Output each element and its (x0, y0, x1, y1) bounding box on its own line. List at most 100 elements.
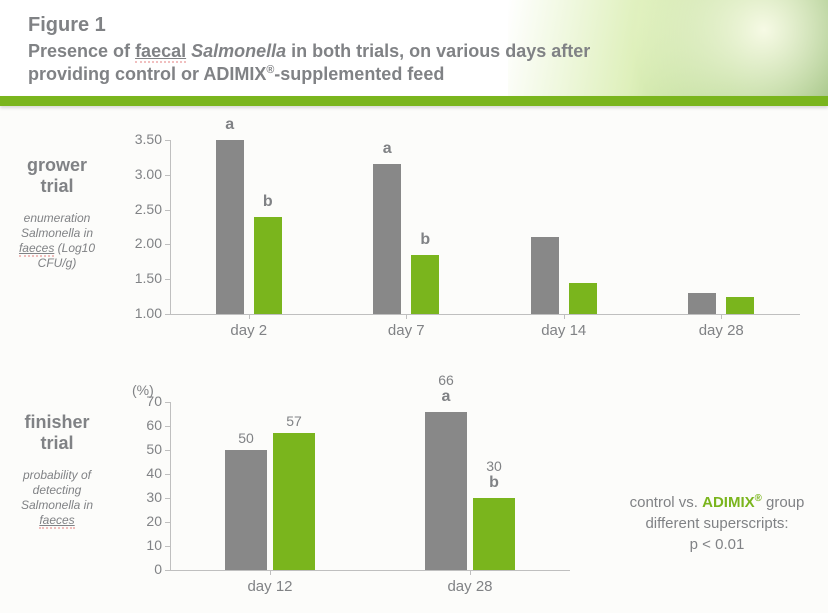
finisher-sub-l4: faeces (39, 513, 74, 529)
grower-sub-l5: CFU/g) (38, 256, 77, 270)
y-tick (165, 244, 170, 245)
y-tick (165, 522, 170, 523)
finisher-sub-l3: Salmonella in (21, 498, 93, 512)
value-label-control: 66 (431, 372, 461, 388)
grower-sub-l4: (Log10 (54, 241, 95, 255)
y-axis (170, 140, 171, 314)
category-label: day 28 (681, 322, 761, 339)
y-tick (165, 402, 170, 403)
value-label-adimix: 57 (279, 413, 309, 429)
bar-adimix (569, 283, 597, 314)
legend-line2: different superscripts: (612, 513, 822, 534)
y-tick-label: 1.00 (126, 305, 162, 321)
bar-adimix (411, 255, 439, 314)
y-tick-label: 0 (126, 561, 162, 577)
title-seg: in both trials, on various days after (286, 41, 590, 61)
bar-adimix (254, 217, 282, 314)
y-tick (165, 426, 170, 427)
category-label: day 7 (366, 322, 446, 339)
grower-sub-l2: Salmonella in (21, 226, 93, 240)
title-seg: -supplemented feed (274, 64, 444, 84)
grower-title-l2: trial (8, 176, 106, 197)
y-tick (165, 314, 170, 315)
bar-control (225, 450, 267, 570)
y-tick (165, 140, 170, 141)
grower-sub-l3: faeces (19, 241, 54, 257)
title-seg: providing control or ADIMIX (28, 64, 266, 84)
sup-control: a (220, 116, 240, 134)
y-tick-label: 1.50 (126, 270, 162, 286)
category-label: day 28 (430, 578, 510, 595)
header-strip (0, 96, 828, 106)
value-label-adimix: 30 (479, 458, 509, 474)
y-tick-label: 40 (126, 465, 162, 481)
finisher-side-label: finisher trial probability of detecting … (8, 412, 106, 528)
sup-adimix: b (415, 231, 435, 249)
grower-side-label: grower trial enumeration Salmonella in f… (8, 155, 106, 271)
finisher-title-l2: trial (8, 433, 106, 454)
finisher-sub-l1: probability of (23, 468, 91, 482)
bar-adimix (726, 297, 754, 314)
bar-adimix (273, 433, 315, 570)
bar-control (688, 293, 716, 314)
figure-label: Figure 1 (28, 14, 106, 37)
finisher-chart: 0102030405060705057ab6630 (170, 402, 570, 570)
title-seg: Presence of (28, 41, 135, 61)
y-tick (165, 570, 170, 571)
y-tick (165, 546, 170, 547)
value-label-control: 50 (231, 430, 261, 446)
x-tick (470, 570, 471, 575)
bar-control (373, 164, 401, 314)
y-tick-label: 2.50 (126, 201, 162, 217)
category-label: day 12 (230, 578, 310, 595)
x-axis (170, 570, 570, 571)
title-faecal: faecal (135, 41, 186, 63)
sup-adimix: b (484, 474, 504, 492)
grower-chart: 1.001.502.002.503.003.50abab (170, 140, 800, 314)
y-tick (165, 210, 170, 211)
grower-title-l1: grower (8, 155, 106, 176)
y-tick-label: 30 (126, 489, 162, 505)
y-tick-label: 50 (126, 441, 162, 457)
legend-adimix: ADIMIX® (702, 494, 762, 511)
y-tick-label: 20 (126, 513, 162, 529)
finisher-sub: probability of detecting Salmonella in f… (8, 468, 106, 528)
finisher-sub-l2: detecting (33, 483, 82, 497)
y-tick (165, 279, 170, 280)
title-salmonella: Salmonella (191, 41, 286, 61)
x-tick (270, 570, 271, 575)
y-tick-label: 2.00 (126, 235, 162, 251)
y-tick (165, 175, 170, 176)
sup-adimix: b (258, 193, 278, 211)
y-tick-label: 3.00 (126, 166, 162, 182)
grower-sub: enumeration Salmonella in faeces (Log10 … (8, 211, 106, 271)
y-tick (165, 498, 170, 499)
x-tick (249, 314, 250, 319)
legend-line3: p < 0.01 (612, 534, 822, 555)
category-label: day 2 (209, 322, 289, 339)
legend-line1: control vs. ADIMIX® group (612, 492, 822, 513)
grower-sub-l1: enumeration (24, 211, 91, 225)
bar-control (531, 237, 559, 314)
x-tick (406, 314, 407, 319)
finisher-title-l1: finisher (8, 412, 106, 433)
bar-control (425, 412, 467, 570)
category-label: day 14 (524, 322, 604, 339)
figure-title: Presence of faecal Salmonella in both tr… (28, 40, 648, 85)
figure-header: Figure 1 Presence of faecal Salmonella i… (0, 0, 828, 100)
y-tick-label: 70 (126, 393, 162, 409)
sup-control: a (377, 140, 397, 158)
y-tick-label: 10 (126, 537, 162, 553)
legend-adimix-text: ADIMIX (702, 494, 755, 511)
legend-reg: ® (755, 493, 762, 504)
x-tick (564, 314, 565, 319)
legend-l1-pre: control vs. (630, 494, 703, 511)
sup-control: a (436, 388, 456, 406)
bar-control (216, 140, 244, 314)
legend-box: control vs. ADIMIX® group different supe… (612, 492, 822, 555)
legend-l1-post: group (762, 494, 805, 511)
bar-adimix (473, 498, 515, 570)
y-tick (165, 474, 170, 475)
x-tick (721, 314, 722, 319)
x-axis (170, 314, 800, 315)
